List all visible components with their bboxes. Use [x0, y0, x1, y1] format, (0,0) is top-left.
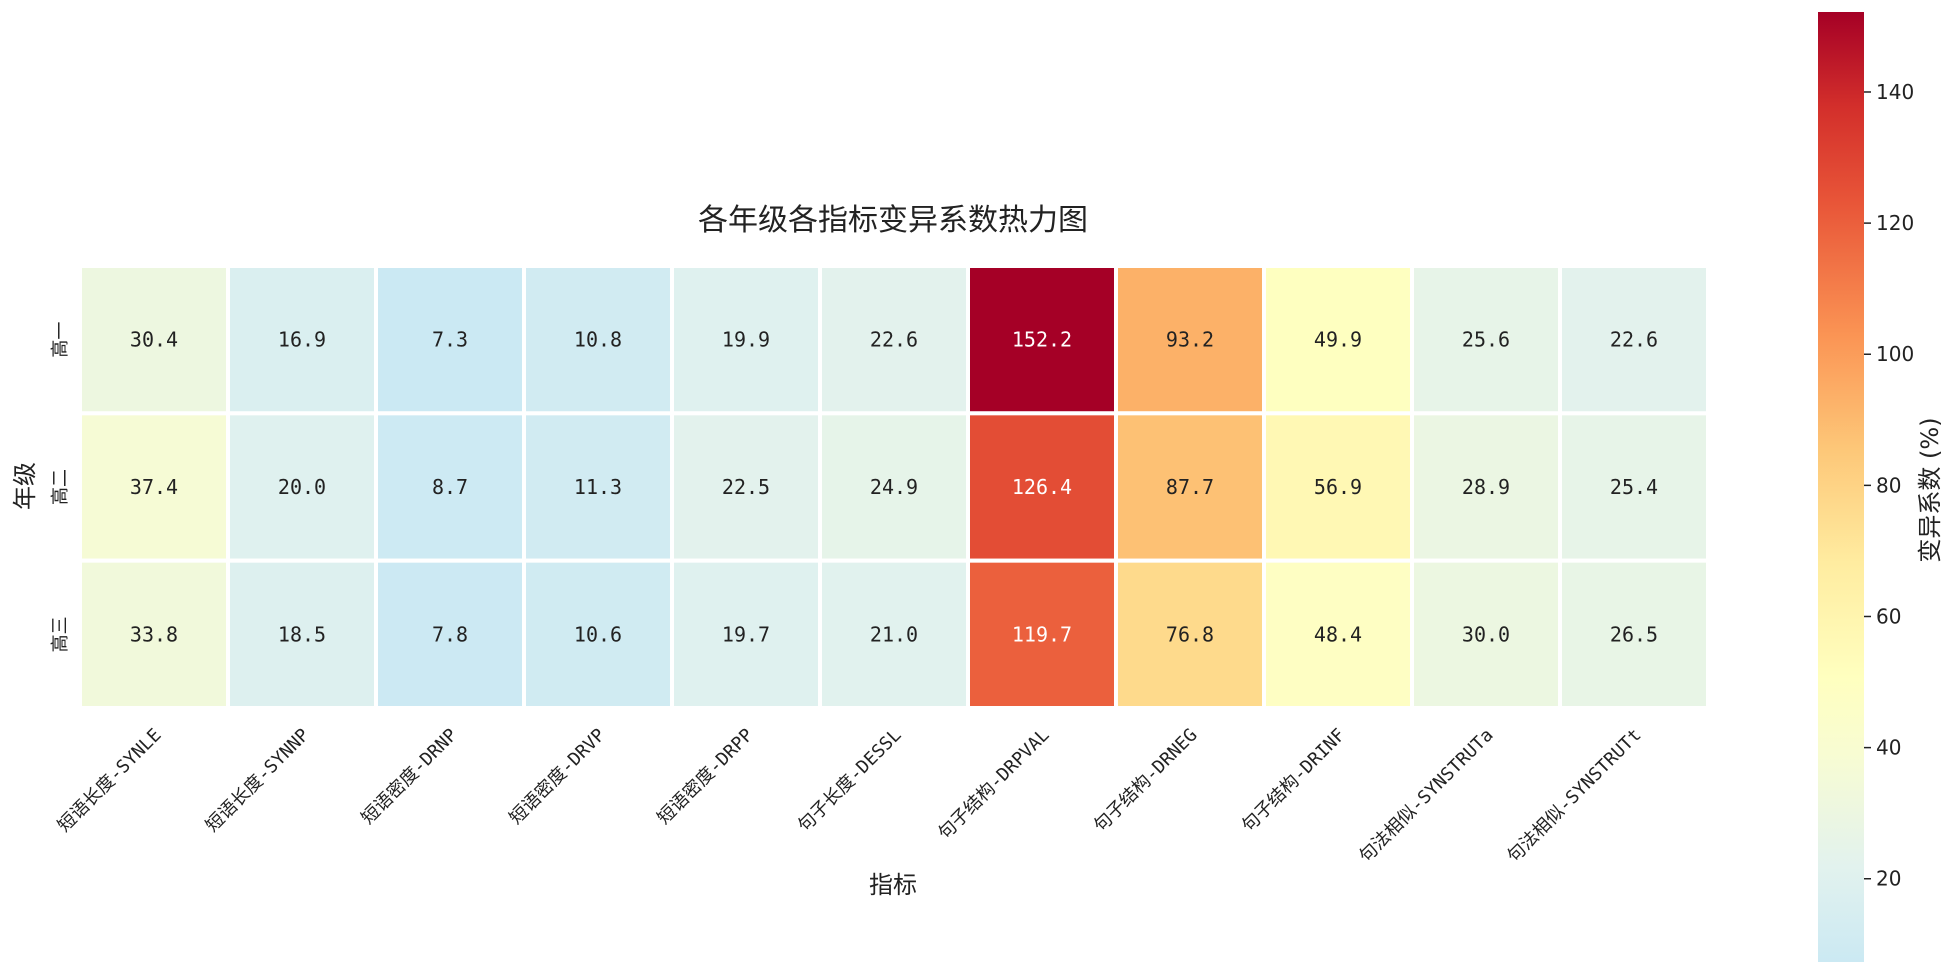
- x-axis-label: 指标: [869, 871, 917, 899]
- heatmap-cell: [818, 558, 970, 711]
- heatmap-cell: [966, 558, 1118, 711]
- cell-value-label: 76.8: [1166, 622, 1214, 646]
- x-tick-label: 句法相似-SYNSTRUTa: [1355, 725, 1497, 867]
- heatmap-cell: [1114, 411, 1266, 563]
- cell-value-label: 87.7: [1166, 475, 1214, 499]
- x-tick-label: 短语密度-DRPP: [653, 725, 757, 829]
- colorbar: [1818, 12, 1864, 962]
- cell-value-label: 19.9: [722, 328, 770, 352]
- cell-value-label: 21.0: [870, 622, 918, 646]
- heatmap-cell: [1558, 411, 1710, 563]
- x-tick-label: 短语长度-SYNNP: [202, 725, 314, 837]
- cell-value-label: 10.8: [574, 328, 622, 352]
- heatmap-cells: [78, 264, 1710, 711]
- cell-value-label: 10.6: [574, 622, 622, 646]
- cell-value-label: 7.8: [432, 622, 468, 646]
- heatmap-cell: [1262, 558, 1414, 711]
- cell-value-label: 11.3: [574, 475, 622, 499]
- cell-value-label: 49.9: [1314, 328, 1362, 352]
- colorbar-tick-label: 40: [1876, 736, 1901, 760]
- colorbar-tick-label: 80: [1876, 473, 1901, 497]
- x-tick-label: 短语密度-DRNP: [357, 725, 461, 829]
- x-tick-label: 短语密度-DRVP: [505, 725, 609, 829]
- cell-value-label: 26.5: [1610, 622, 1658, 646]
- cell-value-label: 93.2: [1166, 328, 1214, 352]
- cell-value-label: 48.4: [1314, 622, 1362, 646]
- heatmap-cell: [966, 411, 1118, 563]
- cell-value-label: 33.8: [130, 622, 178, 646]
- cell-value-label: 8.7: [432, 475, 468, 499]
- cell-value-label: 37.4: [130, 475, 178, 499]
- y-tick-label: 高三: [50, 616, 71, 652]
- heatmap-cell: [1558, 264, 1710, 416]
- heatmap-cell: [670, 558, 822, 711]
- cell-value-label: 18.5: [278, 622, 326, 646]
- heatmap-cell: [818, 264, 970, 416]
- chart-title: 各年级各指标变异系数热力图: [698, 203, 1088, 238]
- cell-value-label: 22.6: [1610, 328, 1658, 352]
- heatmap-cell: [226, 264, 378, 416]
- heatmap-cell: [818, 411, 970, 563]
- colorbar-tick-label: 20: [1876, 867, 1901, 891]
- y-tick-label: 高一: [50, 322, 71, 358]
- heatmap-cell: [670, 411, 822, 563]
- x-tick-label: 句法相似-SYNSTRUTt: [1503, 725, 1645, 867]
- heatmap-cell: [78, 558, 230, 711]
- cell-value-label: 7.3: [432, 328, 468, 352]
- heatmap-cell: [1262, 411, 1414, 563]
- heatmap-cell: [78, 411, 230, 563]
- cell-value-label: 16.9: [278, 328, 326, 352]
- cell-value-label: 30.0: [1462, 622, 1510, 646]
- heatmap-cell: [1114, 264, 1266, 416]
- cell-value-label: 22.6: [870, 328, 918, 352]
- heatmap-cell: [374, 558, 526, 711]
- cell-value-label: 22.5: [722, 475, 770, 499]
- heatmap-cell: [1410, 411, 1562, 563]
- colorbar-tick-label: 60: [1876, 604, 1901, 628]
- colorbar-ticks: 20 40 60 80 100 120 140: [1864, 80, 1914, 891]
- colorbar-tick-label: 120: [1876, 211, 1914, 235]
- cell-value-label: 20.0: [278, 475, 326, 499]
- cell-value-label: 152.2: [1012, 328, 1072, 352]
- y-axis-label: 年级: [11, 462, 39, 510]
- cell-value-label: 24.9: [870, 475, 918, 499]
- cell-value-label: 30.4: [130, 328, 178, 352]
- cell-value-label: 56.9: [1314, 475, 1362, 499]
- colorbar-label: 变异系数 (%): [1916, 417, 1944, 562]
- heatmap-cell: [78, 264, 230, 416]
- y-tick-label: 高二: [50, 469, 71, 505]
- x-tick-label: 句子长度-DESSL: [794, 725, 906, 837]
- x-tick-labels: 短语长度-SYNLE 短语长度-SYNNP 短语密度-DRNP 短语密度-DRVP 短语…: [54, 725, 1646, 868]
- heatmap-cell: [1410, 264, 1562, 416]
- colorbar-tick-label: 140: [1876, 80, 1914, 104]
- colorbar-tick-label: 100: [1876, 342, 1914, 366]
- cell-value-label: 28.9: [1462, 475, 1510, 499]
- cell-value-label: 25.6: [1462, 328, 1510, 352]
- heatmap-cell: [1558, 558, 1710, 711]
- x-tick-label: 句子结构-DRPVAL: [934, 725, 1054, 845]
- heatmap-cell-labels: 30.4 16.9 7.3 10.8 19.9 22.6 152.2 93.2 49.9 25.6…: [130, 328, 1658, 647]
- cell-value-label: 126.4: [1012, 475, 1072, 499]
- x-tick-label: 句子结构-DRNEG: [1090, 725, 1202, 837]
- cell-value-label: 25.4: [1610, 475, 1658, 499]
- cell-value-label: 119.7: [1012, 622, 1072, 646]
- x-tick-label: 短语长度-SYNLE: [54, 725, 166, 837]
- heatmap-cell: [374, 411, 526, 563]
- cell-value-label: 19.7: [722, 622, 770, 646]
- x-tick-label: 句子结构-DRINF: [1238, 725, 1350, 837]
